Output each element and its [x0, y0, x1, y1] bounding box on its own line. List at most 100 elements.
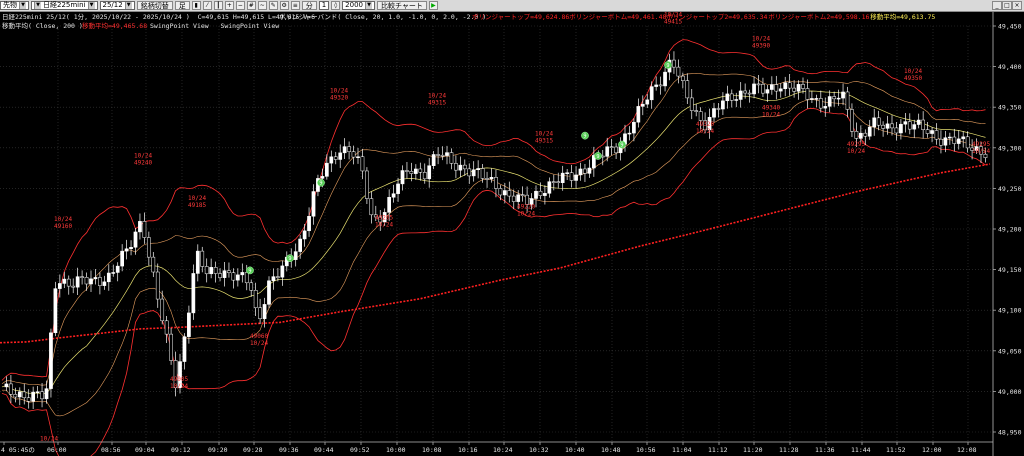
candle-body [320, 176, 325, 179]
candle-body [534, 190, 538, 199]
compare-chart-button[interactable]: 比較チャート [377, 1, 427, 10]
candle-body [53, 288, 58, 334]
zoom-in-icon[interactable]: + [224, 1, 234, 10]
candle-body [654, 84, 658, 87]
period-input[interactable]: 1 [318, 1, 330, 10]
candle-body [369, 198, 374, 216]
x-tick-label: 11:04 [672, 446, 692, 454]
candle-body [462, 164, 467, 170]
draw-icon[interactable]: ✎ [268, 1, 278, 10]
candle-body [689, 97, 694, 111]
annotation-line2: 49320 [330, 95, 348, 102]
candle-body [489, 177, 494, 180]
candle-body [391, 193, 396, 198]
candle-body [222, 270, 227, 278]
candle-body [778, 88, 783, 92]
bar-icon[interactable]: ┃ [213, 1, 223, 10]
candle-body [476, 168, 480, 171]
candle-body [974, 146, 979, 151]
candle-body [805, 88, 810, 100]
period-value: 1 [321, 1, 327, 9]
annotation-line2: 10/24 [250, 340, 268, 347]
swing-annotations: 10/244916010/244924010/244918510/2449320… [40, 12, 990, 443]
annotation-line2: 10/24 [972, 148, 990, 155]
annotation-line2: 49390 [752, 43, 770, 50]
zoom-out-icon[interactable]: − [235, 1, 245, 10]
minimize-button[interactable]: _ [992, 1, 1002, 10]
candle-body [471, 169, 476, 177]
candle-body [614, 146, 618, 154]
candle-body [867, 126, 872, 137]
symbol-select-value: 日経225mini [43, 1, 86, 9]
candle-body [560, 172, 565, 183]
grid-icon[interactable]: # [246, 1, 256, 10]
annotation-line1: 49295 [847, 141, 865, 148]
candle-body [703, 120, 707, 131]
candle-body [236, 274, 240, 281]
candle-body [787, 82, 792, 89]
step-icon[interactable]: ◊ [331, 1, 341, 10]
candle-body [22, 391, 27, 399]
candle-body [311, 191, 316, 217]
candle-body [810, 98, 814, 100]
x-tick-label: 10:32 [529, 446, 549, 454]
candle-body [930, 130, 934, 134]
candle-body [543, 193, 547, 196]
candle-body [436, 154, 440, 156]
candle-body [952, 136, 957, 144]
candle-body [725, 93, 730, 102]
candle-body [147, 237, 151, 258]
symbol-select[interactable]: ▼ 日経225mini ▼ [31, 1, 98, 10]
candle-body [899, 123, 903, 134]
close-icon: × [1014, 2, 1020, 9]
candle-body [333, 156, 338, 160]
candle-body [609, 146, 614, 148]
line-icon[interactable]: ⁄ [202, 1, 212, 10]
y-tick-label: 49,100 [998, 307, 1022, 315]
count-input[interactable]: 2000 ▼ [342, 1, 375, 10]
close-button[interactable]: × [1012, 1, 1022, 10]
x-tick-label: 09:36 [279, 446, 299, 454]
list-icon[interactable]: ≡ [290, 1, 300, 10]
legend-ma-value: 移動平均=49,465.68 [82, 21, 147, 30]
indicator-icon[interactable]: ~ [257, 1, 267, 10]
candle-body [876, 117, 881, 126]
y-tick-label: 49,200 [998, 226, 1022, 234]
flag-icon[interactable]: ▶ [428, 1, 438, 10]
candle-body [672, 59, 676, 68]
annotation-line1: 49220 [517, 204, 535, 211]
annotation-line1: 49320 [696, 121, 714, 128]
maximize-button[interactable]: □ [1002, 1, 1012, 10]
legend-bb-value: ボリンジャートップ2=49,635.34 [666, 13, 767, 21]
bb-upper2-line [1, 39, 986, 381]
candle-body [9, 383, 13, 395]
annotation-line2: 49160 [54, 223, 72, 230]
minute-button[interactable]: 分 [301, 1, 317, 10]
candle-body [632, 121, 636, 134]
candle-body [774, 84, 779, 92]
candle-body [169, 333, 173, 361]
settings-icon[interactable]: ⚙ [279, 1, 289, 10]
candle-body [440, 154, 445, 157]
candle-body [943, 137, 948, 146]
ma-line [1, 90, 986, 394]
candle-icon[interactable]: ▮ [191, 1, 201, 10]
candle-body [520, 194, 525, 196]
y-tick-label: 49,400 [998, 63, 1022, 71]
candle-body [84, 277, 89, 285]
chart-background [0, 12, 1024, 456]
candle-body [872, 117, 877, 128]
chart-type-button[interactable]: 足 [174, 1, 190, 10]
maximize-icon: □ [1004, 2, 1010, 9]
candle-body [40, 391, 44, 400]
candle-body [792, 87, 796, 92]
candle-body [890, 123, 894, 129]
candle-body [142, 221, 147, 238]
candle-body [658, 84, 663, 87]
annotation-line1: 49005 [170, 376, 188, 383]
contract-select[interactable]: 25/12 ▼ [99, 1, 135, 10]
candle-body [503, 190, 507, 196]
switch-symbol-button[interactable]: 銘柄切替 [136, 1, 173, 10]
product-select[interactable]: 先物 ▼ [0, 1, 29, 10]
